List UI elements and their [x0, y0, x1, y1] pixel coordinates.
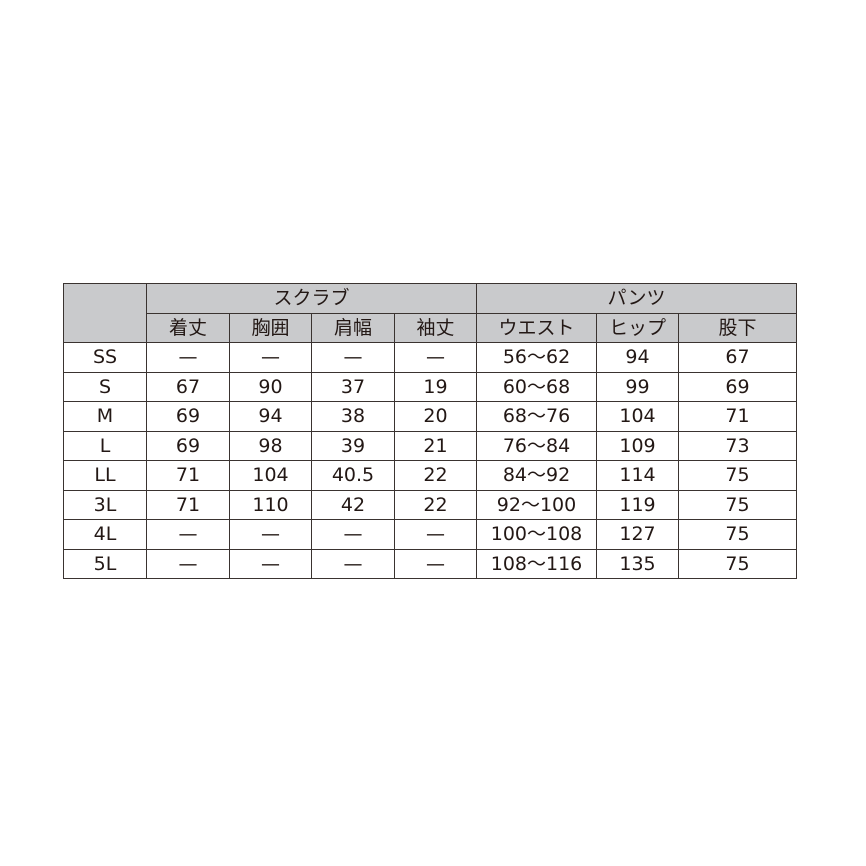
table-row: LL 71 104 40.5 22 84〜92 114 75 [63, 460, 797, 491]
size-label: LL [63, 460, 147, 491]
table-cell: 38 [311, 401, 395, 432]
column-header: 股下 [678, 312, 797, 343]
table-row: M 69 94 38 20 68〜76 104 71 [63, 401, 797, 432]
table-cell: — [311, 548, 395, 579]
table-cell: 67 [678, 342, 797, 373]
column-header: 胸囲 [229, 312, 312, 343]
table-cell: 71 [146, 489, 230, 520]
table-row: 3L 71 110 42 22 92〜100 119 75 [63, 489, 797, 520]
table-cell: 75 [678, 548, 797, 579]
table-cell: 94 [596, 342, 679, 373]
table-cell: 90 [229, 371, 312, 402]
table-cell: 114 [596, 460, 679, 491]
table-cell: 75 [678, 489, 797, 520]
table-cell: 108〜116 [476, 548, 597, 579]
table-cell: 100〜108 [476, 519, 597, 550]
group-header-scrubs: スクラブ [146, 283, 477, 314]
group-header-pants: パンツ [476, 283, 797, 314]
table-cell: 42 [311, 489, 395, 520]
size-chart-table: スクラブ パンツ 着丈 胸囲 肩幅 袖丈 ウエスト ヒップ 股下 SS — — — —56〜62 94… [63, 283, 797, 579]
column-header-row: 着丈 胸囲 肩幅 袖丈 ウエスト ヒップ 股下 [64, 312, 797, 343]
table-cell: — [146, 342, 230, 373]
table-cell: 40.5 [311, 460, 395, 491]
table-cell: — [146, 519, 230, 550]
table-cell: 127 [596, 519, 679, 550]
table-row: S 67 90 37 19 60〜68 99 69 [63, 371, 797, 402]
table-cell: 22 [394, 489, 477, 520]
table-cell: 39 [311, 430, 395, 461]
table-cell: 69 [146, 430, 230, 461]
table-cell: 98 [229, 430, 312, 461]
table-row: 4L — — — —100〜108 127 75 [63, 519, 797, 550]
table-cell: 56〜62 [476, 342, 597, 373]
table-cell: 67 [146, 371, 230, 402]
table-cell: — [311, 342, 395, 373]
column-header: 袖丈 [394, 312, 477, 343]
table-cell: 75 [678, 460, 797, 491]
column-header: ウエスト [476, 312, 597, 343]
table-cell: 109 [596, 430, 679, 461]
table-cell: — [229, 548, 312, 579]
table-cell: 37 [311, 371, 395, 402]
table-cell: 69 [678, 371, 797, 402]
group-header-row: スクラブ パンツ [63, 283, 797, 343]
table-cell: 104 [596, 401, 679, 432]
table-cell: 60〜68 [476, 371, 597, 402]
table-cell: 21 [394, 430, 477, 461]
table-cell: 73 [678, 430, 797, 461]
table-cell: 69 [146, 401, 230, 432]
table-cell: 104 [229, 460, 312, 491]
table-cell: 84〜92 [476, 460, 597, 491]
table-cell: 71 [678, 401, 797, 432]
table-cell: 76〜84 [476, 430, 597, 461]
table-cell: — [311, 519, 395, 550]
table-cell: 110 [229, 489, 312, 520]
size-label: S [63, 371, 147, 402]
table-cell: 75 [678, 519, 797, 550]
table-cell: — [229, 342, 312, 373]
table-cell: 71 [146, 460, 230, 491]
table-row: 5L — — — —108〜116 135 75 [63, 548, 797, 579]
table-cell: 68〜76 [476, 401, 597, 432]
size-label: M [63, 401, 147, 432]
table-cell: — [394, 342, 477, 373]
table-cell: 19 [394, 371, 477, 402]
size-label: 5L [63, 548, 147, 579]
table-cell: — [146, 548, 230, 579]
column-header: ヒップ [596, 312, 679, 343]
table-cell: — [394, 519, 477, 550]
table-row: SS — — — —56〜62 94 67 [63, 342, 797, 373]
size-label: 3L [63, 489, 147, 520]
table-cell: — [394, 548, 477, 579]
table-cell: 99 [596, 371, 679, 402]
table-cell: 135 [596, 548, 679, 579]
table-cell: 94 [229, 401, 312, 432]
table-cell: 119 [596, 489, 679, 520]
column-header: 着丈 [146, 312, 230, 343]
table-cell: — [229, 519, 312, 550]
table-row: L 69 98 39 21 76〜84 109 73 [63, 430, 797, 461]
size-label: L [63, 430, 147, 461]
table-cell: 22 [394, 460, 477, 491]
table-cell: 92〜100 [476, 489, 597, 520]
column-header: 肩幅 [311, 312, 395, 343]
size-header-corner [63, 283, 147, 343]
size-label: SS [63, 342, 147, 373]
table-cell: 20 [394, 401, 477, 432]
size-label: 4L [63, 519, 147, 550]
